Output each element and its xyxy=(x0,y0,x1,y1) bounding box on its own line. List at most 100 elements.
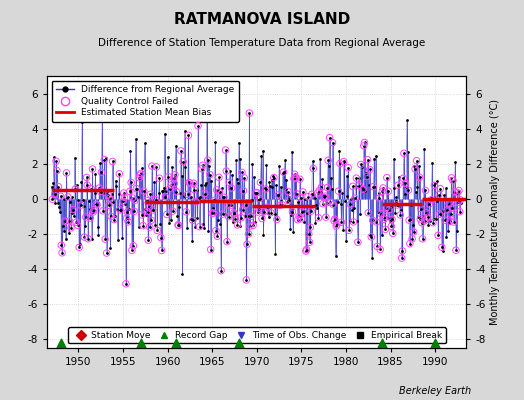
Point xyxy=(341,198,350,204)
Point xyxy=(215,174,223,180)
Point xyxy=(223,238,231,245)
Point xyxy=(419,215,428,221)
Point xyxy=(61,236,70,242)
Point xyxy=(440,192,448,199)
Point xyxy=(110,216,118,223)
Point xyxy=(190,186,199,193)
Point xyxy=(405,217,413,223)
Point xyxy=(166,217,174,224)
Point xyxy=(184,132,193,138)
Point xyxy=(60,196,69,202)
Point xyxy=(251,218,259,225)
Point xyxy=(134,224,143,230)
Point xyxy=(187,194,195,200)
Point xyxy=(198,166,206,172)
Point xyxy=(225,179,234,186)
Point xyxy=(260,208,268,215)
Point xyxy=(271,251,279,257)
Point xyxy=(304,231,313,237)
Point xyxy=(406,240,414,247)
Point xyxy=(345,218,354,225)
Point xyxy=(264,210,272,216)
Point xyxy=(108,158,117,165)
Point xyxy=(383,174,391,181)
Point xyxy=(102,250,111,256)
Point xyxy=(301,196,309,202)
Point xyxy=(48,196,57,202)
Point xyxy=(446,211,455,217)
Point xyxy=(298,208,307,215)
Point xyxy=(206,246,215,253)
Point xyxy=(167,182,176,188)
Point xyxy=(393,202,401,208)
Y-axis label: Monthly Temperature Anomaly Difference (°C): Monthly Temperature Anomaly Difference (… xyxy=(490,99,500,325)
Point xyxy=(354,239,362,245)
Point xyxy=(100,156,108,163)
Point xyxy=(314,214,323,221)
Point xyxy=(435,192,443,198)
Point xyxy=(380,216,388,222)
Point xyxy=(363,156,372,163)
Point xyxy=(270,174,278,181)
Point xyxy=(274,192,282,198)
Point xyxy=(73,222,82,228)
Point xyxy=(151,196,160,203)
Point xyxy=(417,205,425,212)
Point xyxy=(146,191,155,198)
Point xyxy=(266,183,275,189)
Point xyxy=(147,217,156,224)
Point xyxy=(201,190,209,197)
Point xyxy=(48,196,57,202)
Point xyxy=(194,123,202,129)
Point xyxy=(139,222,147,229)
Point xyxy=(332,223,341,229)
Point xyxy=(281,186,290,192)
Point xyxy=(367,234,375,240)
Point xyxy=(278,202,286,208)
Point xyxy=(59,227,68,234)
Point xyxy=(349,219,357,225)
Point xyxy=(434,232,442,238)
Point xyxy=(157,234,165,241)
Point xyxy=(80,234,89,240)
Point xyxy=(361,139,369,146)
Point xyxy=(230,210,238,216)
Point xyxy=(215,174,223,180)
Point xyxy=(163,154,172,160)
Point xyxy=(267,177,276,183)
Point xyxy=(429,220,437,226)
Point xyxy=(84,198,93,204)
Point xyxy=(203,157,212,163)
Point xyxy=(147,217,156,224)
Point xyxy=(246,223,254,229)
Point xyxy=(182,209,190,215)
Point xyxy=(386,204,395,210)
Point xyxy=(146,191,155,198)
Point xyxy=(217,268,225,274)
Point xyxy=(386,218,394,224)
Point xyxy=(414,163,423,169)
Point xyxy=(220,194,228,200)
Point xyxy=(445,200,453,207)
Point xyxy=(425,201,433,207)
Point xyxy=(290,176,298,182)
Point xyxy=(105,202,113,208)
Point xyxy=(119,190,128,196)
Point xyxy=(128,247,136,254)
Point xyxy=(105,195,114,201)
Point xyxy=(427,194,435,201)
Point xyxy=(225,179,234,186)
Point xyxy=(284,188,292,195)
Point xyxy=(244,231,253,237)
Point xyxy=(212,187,221,193)
Point xyxy=(118,235,126,241)
Point xyxy=(235,156,244,163)
Point xyxy=(377,210,385,217)
Point xyxy=(381,226,389,232)
Point xyxy=(398,248,407,254)
Point xyxy=(207,178,215,184)
Point xyxy=(151,222,159,228)
Point xyxy=(116,207,124,213)
Point xyxy=(235,340,243,346)
Point xyxy=(322,200,331,206)
